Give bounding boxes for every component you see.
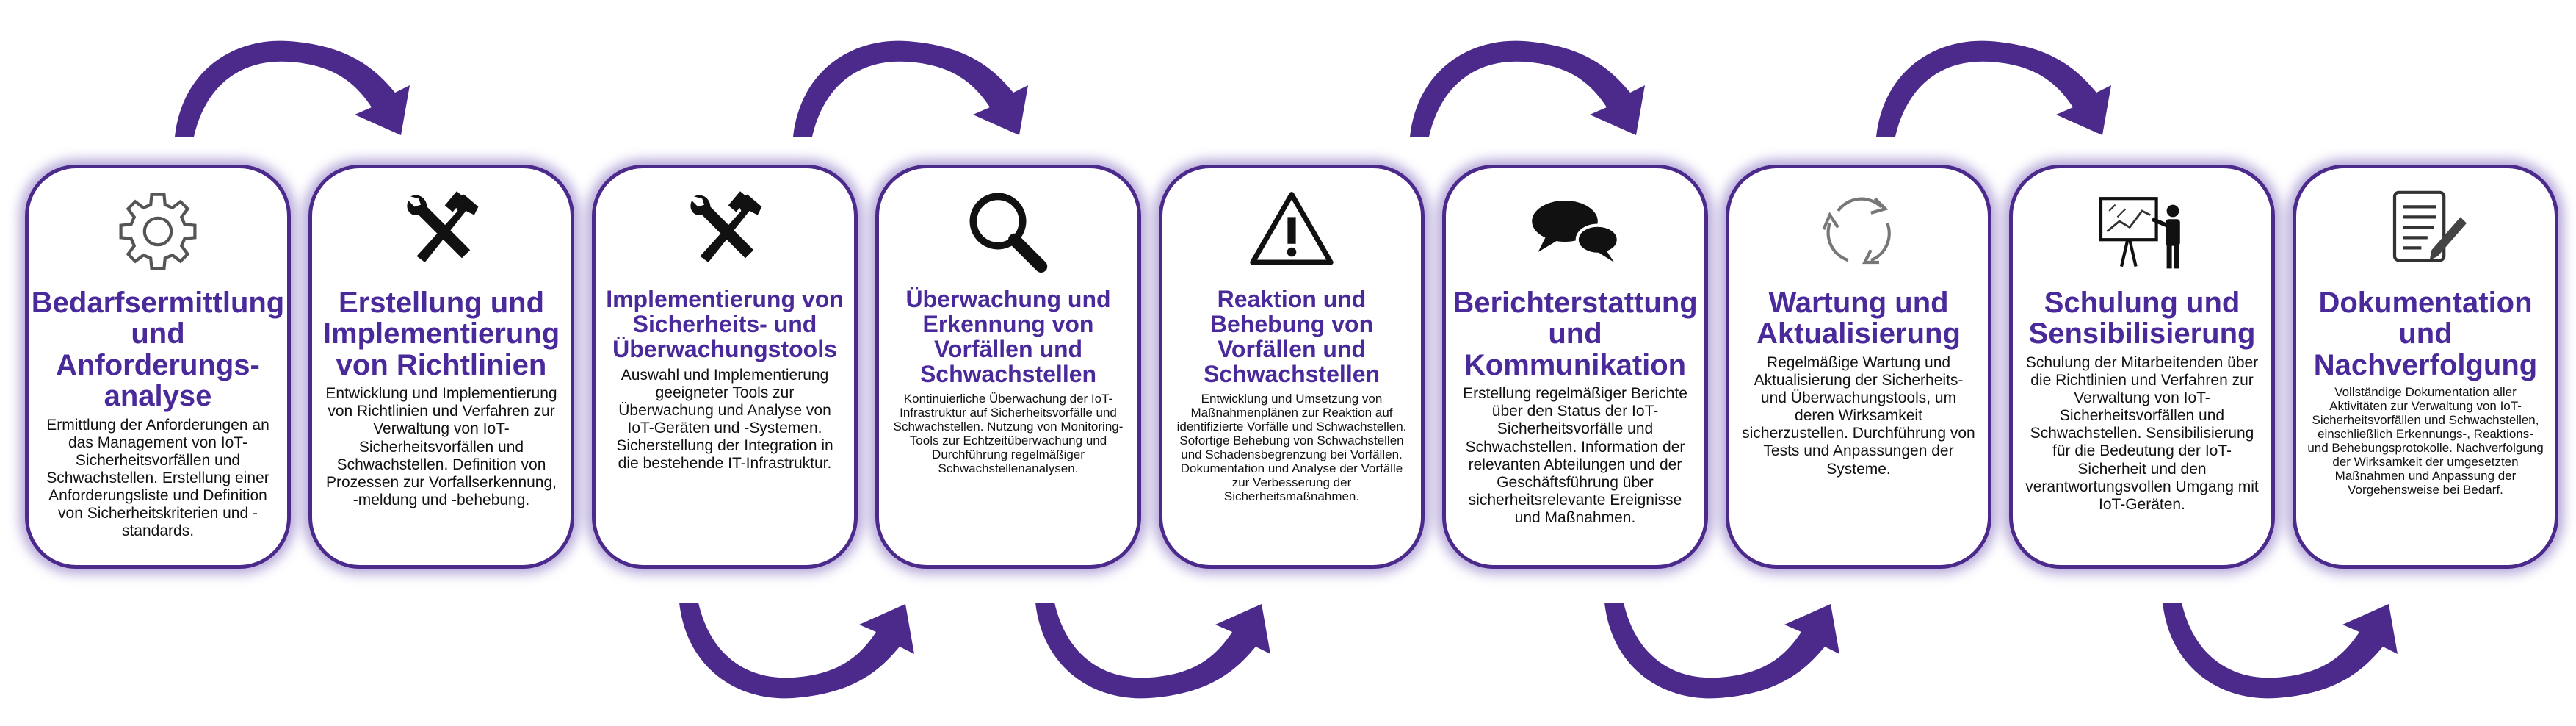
warning-icon [1240, 180, 1343, 283]
hammer-wrench-icon [673, 180, 776, 283]
step-title: Reaktion und Behebung von Vorfällen und … [1203, 286, 1381, 387]
step-card-1: Bedarfsermittlung und Anforderungs- anal… [25, 165, 291, 569]
step-card-8: Schulung und Sensibilisierung Schulung d… [2009, 165, 2275, 569]
step-title: Implementierung von Sicherheits- und Übe… [606, 286, 844, 362]
step-card-4: Überwachung und Erkennung von Vorfällen … [875, 165, 1141, 569]
step-description: Entwicklung und Umsetzung von Maßnahmenp… [1176, 391, 1407, 503]
refresh-cycle-icon [1807, 180, 1910, 283]
step-title: Überwachung und Erkennung von Vorfällen … [905, 286, 1111, 387]
step-title: Wartung und Aktualisierung [1756, 287, 1961, 351]
step-card-6: Berichterstattung und Kommunikation Erst… [1442, 165, 1708, 569]
arrow-top-4 [1876, 40, 2111, 137]
magnifier-icon [957, 180, 1060, 283]
step-description: Erstellung regelmäßiger Berichte über de… [1463, 385, 1687, 527]
gear-icon [106, 180, 209, 283]
step-description: Kontinuierliche Überwachung der IoT-Infr… [893, 391, 1124, 475]
step-description: Vollständige Dokumentation aller Aktivit… [2307, 385, 2544, 497]
step-description: Entwicklung und Implementierung von Rich… [325, 385, 557, 509]
arrow-top-3 [1410, 40, 1645, 137]
arrow-bottom-2 [1035, 603, 1270, 699]
step-card-9: Dokumentation und Nachverfolgung Vollstä… [2293, 165, 2558, 569]
arrow-bottom-1 [679, 603, 914, 699]
step-title: Dokumentation und Nachverfolgung [2313, 287, 2538, 381]
step-title: Berichterstattung und Kommunikation [1452, 287, 1698, 381]
arrow-bottom-3 [1604, 603, 1839, 699]
arrow-top-2 [793, 40, 1028, 137]
step-description: Regelmäßige Wartung und Aktualisierung d… [1742, 353, 1975, 478]
step-card-3: Implementierung von Sicherheits- und Übe… [592, 165, 858, 569]
step-card-5: Reaktion und Behebung von Vorfällen und … [1159, 165, 1425, 569]
step-title: Erstellung und Implementierung von Richt… [322, 287, 560, 381]
arrow-top-1 [175, 40, 410, 137]
hammer-wrench-icon [390, 180, 493, 283]
step-description: Ermittlung der Anforderungen an das Mana… [46, 416, 269, 540]
step-card-7: Wartung und Aktualisierung Regelmäßige W… [1726, 165, 1991, 569]
step-title: Schulung und Sensibilisierung [2028, 287, 2256, 351]
speech-bubbles-icon [1524, 180, 1627, 283]
step-description: Schulung der Mitarbeitenden über die Ric… [2025, 353, 2259, 513]
presentation-icon [2091, 180, 2193, 283]
step-card-2: Erstellung und Implementierung von Richt… [308, 165, 574, 569]
step-description: Auswahl und Implementierung geeigneter T… [616, 366, 833, 472]
document-pen-icon [2374, 180, 2477, 283]
arrow-bottom-4 [2163, 603, 2398, 699]
step-title: Bedarfsermittlung und Anforderungs- anal… [31, 287, 285, 413]
